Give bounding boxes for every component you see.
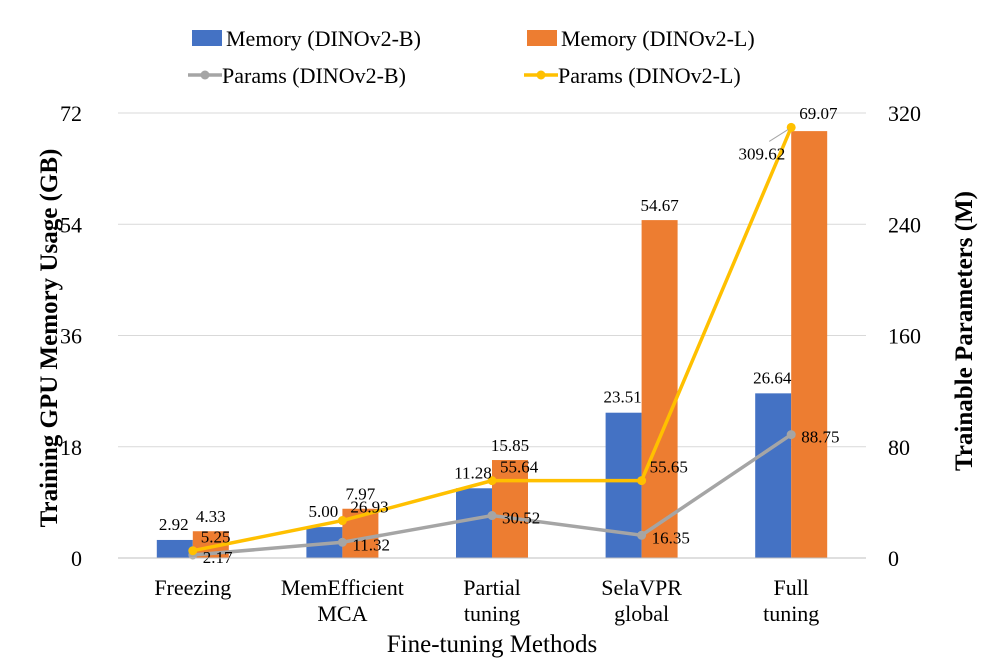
x-tick-label: MCA [317,601,367,626]
gridlines [118,112,866,448]
line-point [188,546,198,556]
data-label: 5.00 [309,502,339,521]
bar [492,460,528,558]
legend-label: Memory (DINOv2-L) [561,26,755,51]
y-axis-title-right: Trainable Parameters (M) [951,191,978,471]
y-tick-left: 18 [60,435,82,460]
y-tick-right: 0 [888,546,899,571]
data-label: 2.17 [203,548,233,567]
y-tick-right: 80 [888,435,910,460]
y-tick-left: 54 [60,212,82,237]
y-tick-right: 160 [888,324,921,349]
y-tick-left: 72 [60,101,82,126]
data-label: 23.51 [603,388,641,407]
y-tick-right: 240 [888,212,921,237]
line-point [337,516,347,526]
legend-swatch [192,30,222,46]
data-label: 309.62 [738,144,785,163]
data-label: 11.32 [352,535,390,554]
data-label: 15.85 [491,436,529,455]
data-label: 7.97 [346,485,376,504]
leader-line [768,129,789,142]
x-tick-label: Partial [463,575,520,600]
data-labels: 2.92 5.00 11.28 23.51 26.64 4.33 7.97 15.85 54.6… [159,104,840,567]
legend-marker [200,70,210,80]
data-label: 26.93 [350,498,388,517]
data-label: 88.75 [801,428,839,447]
line-point [337,537,347,547]
line-point [487,511,497,521]
legend-marker [536,70,546,80]
y-tick-right: 320 [888,101,921,126]
x-tick-label: Full [773,575,808,600]
bar [755,393,792,558]
x-tick-label: tuning [464,601,520,626]
line-point [786,430,796,440]
line-point [487,476,497,486]
data-label: 55.65 [650,458,688,477]
x-tick-label: Freezing [154,575,231,600]
data-label: 2.92 [159,515,189,534]
y-axis-title-left: Training GPU Memory Usage (GB) [36,149,63,528]
bar [456,488,492,558]
data-label: 4.33 [196,507,226,526]
lines [188,122,796,560]
x-tick-label: MemEfficient [281,575,404,600]
x-tick-label: global [614,601,669,626]
x-tick-label: SelaVPR [601,575,682,600]
data-label: 11.28 [454,463,492,482]
y-tick-left: 36 [60,324,82,349]
bar [641,220,678,559]
line-point [637,476,647,486]
bars [156,131,828,559]
data-label: 16.35 [652,528,690,547]
legend-label: Params (DINOv2-L) [558,63,741,88]
data-label: 54.67 [640,196,679,215]
line-point [786,122,796,132]
data-label: 5.25 [201,528,231,547]
bar [791,131,828,559]
legend: Memory (DINOv2-B) Memory (DINOv2-L) Params… [188,26,755,88]
legend-label: Params (DINOv2-B) [222,63,406,88]
data-label: 30.52 [502,509,540,528]
line-point [637,530,647,540]
legend-swatch [527,30,557,46]
bar [156,539,193,558]
legend-label: Memory (DINOv2-B) [226,26,421,51]
x-tick-label: tuning [763,601,819,626]
data-label: 26.64 [753,368,792,387]
y-tick-left: 0 [71,546,82,571]
data-label: 69.07 [799,104,838,123]
data-label: 55.64 [500,458,539,477]
x-axis-title: Fine-tuning Methods [387,631,597,658]
axes: 0 18 36 54 72 0 80 160 240 320 Freezing MemEfficien… [60,101,921,626]
